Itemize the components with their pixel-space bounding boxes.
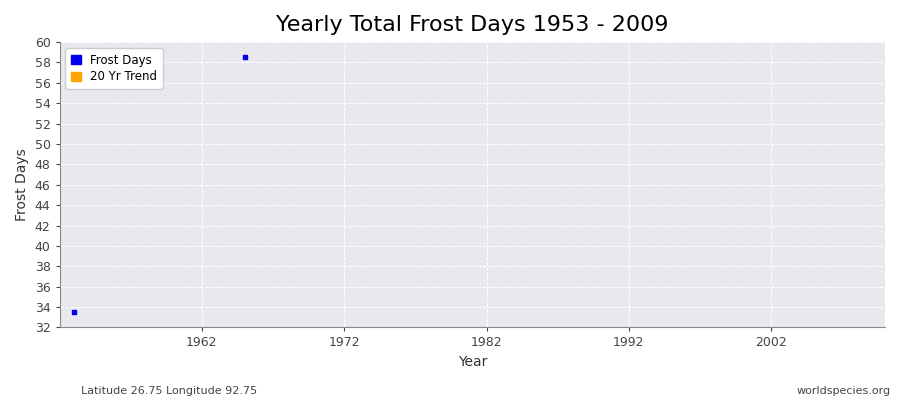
X-axis label: Year: Year <box>457 355 487 369</box>
Text: Latitude 26.75 Longitude 92.75: Latitude 26.75 Longitude 92.75 <box>81 386 257 396</box>
Point <box>67 309 81 315</box>
Point <box>238 54 252 60</box>
Y-axis label: Frost Days: Frost Days <box>15 148 29 221</box>
Title: Yearly Total Frost Days 1953 - 2009: Yearly Total Frost Days 1953 - 2009 <box>276 15 669 35</box>
Text: worldspecies.org: worldspecies.org <box>796 386 891 396</box>
Legend: Frost Days, 20 Yr Trend: Frost Days, 20 Yr Trend <box>66 48 163 89</box>
